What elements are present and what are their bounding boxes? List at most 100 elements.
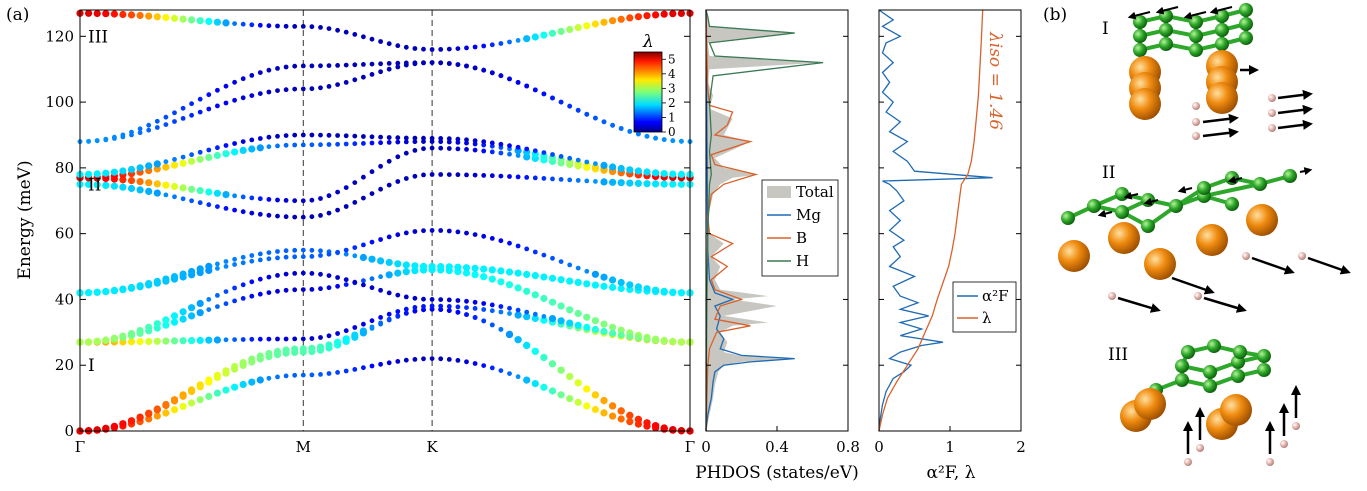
branch-14-point bbox=[257, 22, 263, 28]
branch-6-point bbox=[223, 259, 229, 264]
branch-11-point bbox=[206, 147, 212, 153]
branch-11-point bbox=[197, 149, 203, 155]
branch-5-point bbox=[275, 273, 280, 278]
branch-12-point bbox=[369, 72, 375, 77]
branch-14-point bbox=[395, 43, 401, 49]
branch-8-point bbox=[584, 178, 590, 184]
branch-8-point bbox=[223, 206, 229, 211]
branch-5-point bbox=[119, 332, 127, 340]
branch-4-point bbox=[462, 269, 471, 277]
branch-11-point bbox=[593, 161, 598, 167]
eliashberg-series bbox=[878, 9, 993, 432]
branch-5-point bbox=[574, 321, 582, 329]
branch-0-point bbox=[421, 356, 426, 362]
mode-annotation: II bbox=[88, 175, 101, 195]
branch-9-point bbox=[455, 146, 461, 152]
branch-11-point bbox=[600, 161, 608, 169]
branch-0-point bbox=[395, 359, 401, 364]
x-tick-label: 0 bbox=[874, 438, 884, 456]
branch-9-point bbox=[481, 148, 487, 154]
branch-2-point bbox=[342, 335, 350, 343]
branch-0-point bbox=[600, 409, 608, 417]
branch-8-point bbox=[395, 179, 401, 184]
branch-8-point bbox=[669, 180, 677, 188]
branch-3-point bbox=[481, 307, 487, 312]
branch-10-point bbox=[438, 139, 444, 145]
branch-8-point bbox=[119, 183, 127, 191]
branch-11-point bbox=[498, 141, 504, 147]
branch-2-point bbox=[282, 346, 290, 354]
branch-7-point bbox=[584, 268, 590, 274]
branch-10-point bbox=[318, 142, 323, 148]
branch-11-point bbox=[163, 159, 169, 165]
branch-8-point bbox=[249, 210, 255, 216]
branch-5-point bbox=[85, 338, 93, 346]
branch-13-point bbox=[249, 73, 255, 78]
branch-7-point bbox=[179, 273, 187, 281]
branch-7-point bbox=[110, 287, 118, 295]
branch-2-point bbox=[239, 359, 247, 367]
branch-9-point bbox=[412, 148, 418, 153]
branch-5-point bbox=[136, 327, 144, 335]
branch-5-point bbox=[145, 323, 153, 331]
branch-9-point bbox=[205, 188, 213, 196]
branch-11-point bbox=[180, 154, 186, 160]
branch-13-point bbox=[120, 132, 126, 138]
branch-14-point bbox=[455, 46, 461, 51]
x-tick-label: 0.4 bbox=[765, 438, 789, 456]
branch-14-point bbox=[309, 24, 315, 30]
branch-8-point bbox=[515, 174, 521, 180]
branch-6-point bbox=[566, 277, 574, 285]
branch-14-point bbox=[213, 18, 221, 26]
branch-3-point bbox=[257, 336, 263, 342]
branch-12-point bbox=[352, 77, 358, 83]
branch-8-point bbox=[541, 176, 547, 181]
branch-0-point bbox=[231, 383, 239, 391]
branch-13-point bbox=[653, 135, 658, 141]
branch-14-point bbox=[127, 11, 136, 19]
branch-3-point bbox=[318, 335, 323, 340]
branch-0-point bbox=[352, 367, 358, 372]
branch-13-point bbox=[627, 129, 633, 134]
branch-14-point bbox=[300, 24, 306, 29]
branch-0-point bbox=[386, 360, 392, 366]
branch-3-point bbox=[514, 311, 522, 319]
branch-11-point bbox=[189, 152, 195, 158]
branch-13-point bbox=[240, 76, 246, 82]
branch-4-point bbox=[206, 307, 212, 312]
branch-8-point bbox=[153, 189, 161, 197]
energy-axis-label: Energy (meV) bbox=[15, 160, 35, 279]
branch-3-point bbox=[438, 303, 444, 309]
branch-9-point bbox=[136, 178, 144, 186]
panel-label-a: (a) bbox=[6, 5, 29, 25]
branch-5-point bbox=[532, 311, 538, 317]
branch-4-point bbox=[215, 304, 220, 309]
branch-6-point bbox=[318, 248, 323, 254]
branch-13-point bbox=[137, 126, 143, 132]
branch-10-point bbox=[386, 140, 392, 145]
branch-0-point bbox=[455, 358, 461, 363]
branch-7-point bbox=[634, 283, 643, 291]
branch-10-point bbox=[256, 144, 264, 152]
branch-9-point bbox=[232, 193, 238, 199]
branch-10-point bbox=[507, 146, 512, 152]
branch-14-point bbox=[153, 13, 161, 21]
branch-7-point bbox=[591, 270, 600, 278]
colorbar-tick-label: 4 bbox=[668, 67, 676, 81]
branch-3-point bbox=[421, 304, 426, 309]
branch-4-point bbox=[240, 296, 246, 301]
branch-5-point bbox=[634, 334, 643, 342]
branch-0-point bbox=[429, 356, 435, 361]
branch-11-point bbox=[660, 170, 668, 178]
branch-5-point bbox=[507, 305, 512, 311]
branch-9-point bbox=[119, 176, 127, 184]
branch-6-point bbox=[359, 253, 367, 262]
branch-14-point bbox=[660, 10, 668, 18]
branch-8-point bbox=[240, 209, 246, 215]
branch-3-point bbox=[136, 338, 144, 346]
branch-8-point bbox=[558, 177, 564, 182]
branch-6-point bbox=[249, 253, 255, 258]
branch-2-point bbox=[498, 327, 504, 332]
branch-2-point bbox=[634, 415, 643, 423]
branch-5-point bbox=[609, 329, 617, 337]
